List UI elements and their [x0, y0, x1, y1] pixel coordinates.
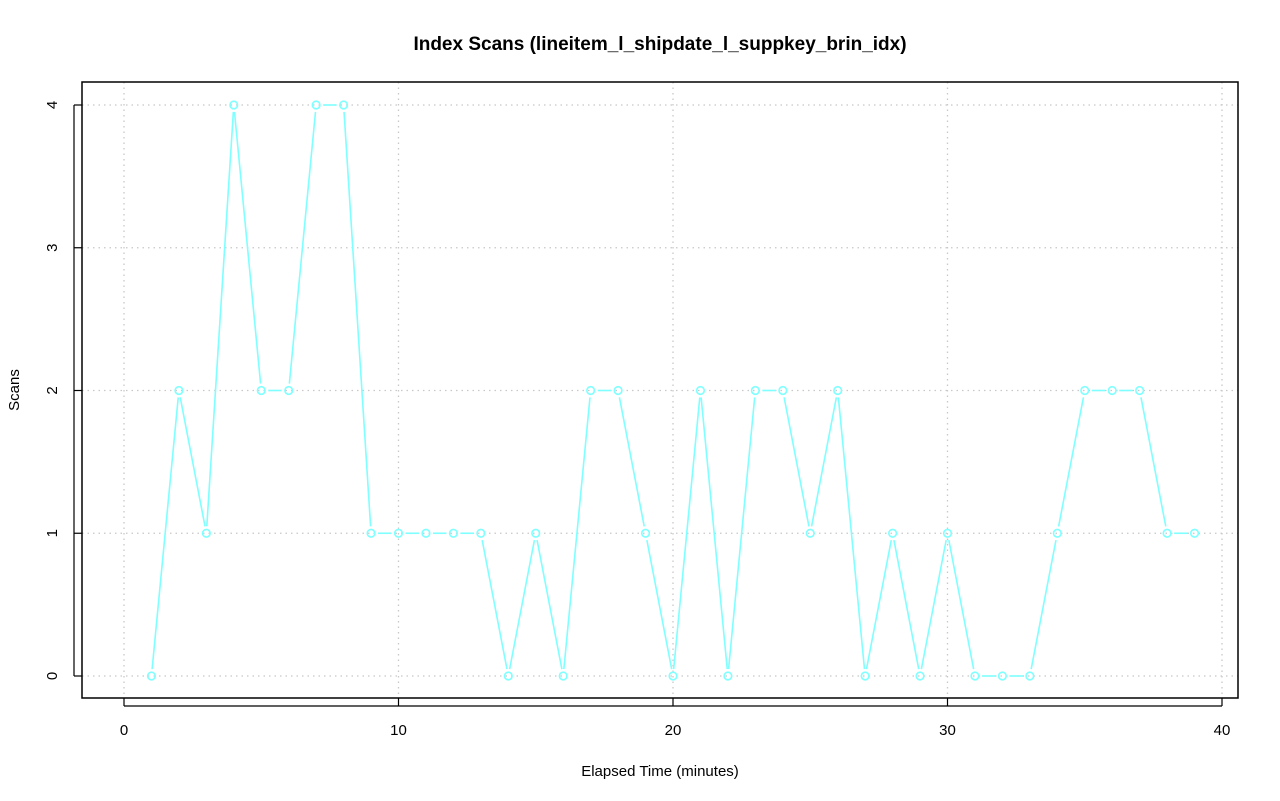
x-tick-label: 0	[120, 722, 128, 739]
series-layer	[146, 100, 1200, 681]
data-point	[915, 671, 925, 681]
series-segment	[893, 539, 920, 670]
x-tick-label: 40	[1214, 722, 1231, 739]
x-tick-label: 30	[939, 722, 956, 739]
data-point	[970, 671, 980, 681]
series-segment	[233, 111, 262, 384]
y-tick-label: 1	[44, 529, 61, 537]
series-segment	[151, 397, 180, 670]
series-segment	[1057, 397, 1085, 527]
data-point	[695, 385, 706, 396]
series-segment	[205, 111, 235, 527]
data-point	[421, 528, 431, 538]
y-tick-label: 3	[44, 244, 61, 252]
x-axis: 0 10 20 30 40	[120, 698, 1231, 739]
data-point	[860, 671, 870, 681]
series-segment	[700, 397, 729, 670]
series-segment	[618, 397, 646, 527]
x-tick-label: 10	[390, 722, 407, 739]
series-segment	[536, 539, 563, 670]
data-point	[339, 100, 349, 110]
data-point	[942, 528, 953, 538]
series-segment	[865, 539, 893, 670]
data-point	[256, 385, 266, 396]
data-point	[1135, 385, 1145, 396]
series-segment	[920, 539, 947, 670]
data-point	[613, 385, 623, 396]
data-point	[476, 528, 486, 538]
series-segment	[508, 539, 536, 670]
series-segment	[1030, 539, 1057, 670]
grid	[82, 82, 1238, 698]
y-axis-label: Scans	[6, 369, 23, 411]
data-point	[146, 671, 157, 681]
x-axis-label: Elapsed Time (minutes)	[581, 763, 739, 780]
data-point	[586, 385, 596, 396]
series-segment	[646, 539, 673, 670]
data-point	[997, 671, 1008, 681]
data-point	[750, 385, 760, 396]
data-point	[668, 671, 678, 681]
series-segment	[672, 397, 701, 670]
data-point	[174, 385, 184, 396]
x-tick-label: 20	[665, 722, 682, 739]
data-point	[723, 671, 733, 681]
data-point	[833, 385, 843, 396]
data-point	[640, 528, 651, 538]
data-point	[531, 528, 541, 538]
series-segment	[810, 397, 838, 527]
chart-title: Index Scans (lineitem_l_shipdate_l_suppk…	[413, 34, 906, 55]
series-segment	[343, 111, 372, 527]
data-point	[1080, 385, 1090, 396]
data-point	[284, 385, 294, 396]
data-point	[229, 100, 239, 110]
data-point	[1162, 528, 1172, 538]
data-point	[1189, 528, 1200, 538]
y-tick-label: 0	[44, 672, 61, 680]
data-point	[778, 385, 788, 396]
series-segment	[563, 397, 591, 670]
data-point	[558, 671, 568, 681]
series-segment	[783, 397, 810, 527]
series-segment	[179, 397, 206, 527]
data-point	[393, 528, 404, 538]
data-point	[448, 528, 459, 538]
data-point	[366, 528, 376, 538]
series-segment	[1140, 397, 1167, 527]
data-point	[805, 528, 815, 538]
data-point	[201, 528, 211, 538]
data-point	[1052, 528, 1062, 538]
data-point	[311, 100, 321, 110]
series-segment	[481, 539, 508, 670]
data-point	[1025, 671, 1035, 681]
data-point	[1107, 385, 1117, 396]
series-segment	[727, 397, 756, 670]
y-tick-label: 4	[44, 101, 61, 109]
data-point	[887, 528, 898, 538]
series-segment	[837, 397, 866, 670]
series-segment	[288, 111, 317, 384]
y-tick-label: 2	[44, 386, 61, 394]
y-axis: 0 1 2 3 4	[44, 101, 82, 680]
data-point	[503, 671, 513, 681]
series-segment	[948, 539, 975, 670]
